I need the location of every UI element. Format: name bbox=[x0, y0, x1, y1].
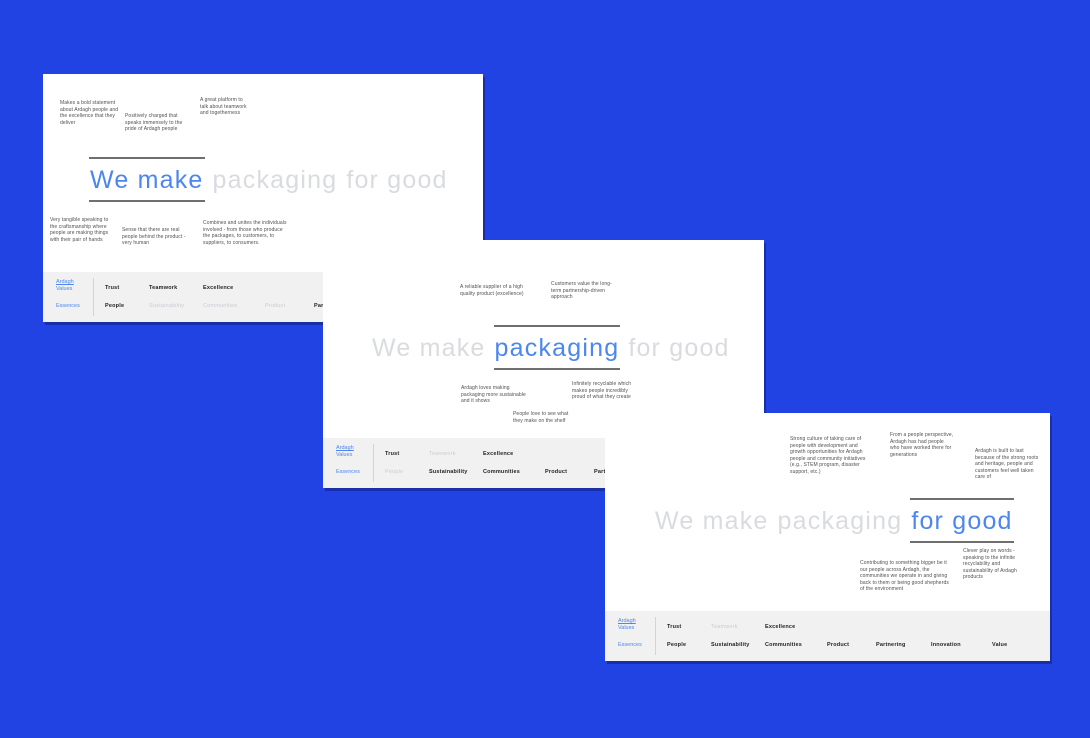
value-sustainability: Sustainability bbox=[149, 303, 185, 309]
value-communities: Communities bbox=[483, 469, 521, 475]
value-people: People bbox=[667, 642, 687, 648]
footer-divider bbox=[93, 278, 94, 316]
value-teamwork: Teamwork bbox=[711, 624, 738, 630]
footer-links: Ardagh Values Essences bbox=[56, 272, 93, 322]
footer-divider bbox=[373, 444, 374, 482]
value-communities: Communities bbox=[203, 303, 238, 309]
footer-links: Ardagh Values Essences bbox=[618, 611, 655, 661]
slide-heading: We make packaging for good bbox=[655, 498, 1015, 543]
annotation-note: Clever play on words - speaking to the i… bbox=[963, 548, 1017, 581]
annotation-note: Makes a bold statement about Ardagh peop… bbox=[60, 100, 119, 126]
annotation-note: From a people perspective, Ardagh has ha… bbox=[890, 432, 954, 458]
annotation-note: Infinitely recyclable which makes people… bbox=[572, 381, 632, 401]
slide-heading: We make packaging for good bbox=[372, 325, 730, 370]
value-sustainability: Sustainability bbox=[711, 642, 750, 648]
annotation-note: Strong culture of taking care of people … bbox=[790, 436, 866, 475]
ardagh-values-link[interactable]: Ardagh Values bbox=[618, 618, 636, 632]
value-trust: Trust bbox=[667, 624, 682, 630]
essences-link[interactable]: Essences bbox=[336, 468, 360, 475]
value-excellence: Excellence bbox=[203, 285, 234, 291]
value-sustainability: Sustainability bbox=[429, 469, 468, 475]
heading-dim-text: packaging bbox=[777, 507, 903, 535]
values-grid: Trust Teamwork Excellence People Sustain… bbox=[667, 611, 1050, 661]
value-excellence: Excellence bbox=[483, 451, 514, 457]
heading-highlight: We make bbox=[89, 157, 205, 202]
value-trust: Trust bbox=[105, 285, 120, 291]
value-trust: Trust bbox=[385, 451, 400, 457]
value-partnering: Partnering bbox=[876, 642, 906, 648]
heading-dim-text: We make bbox=[372, 334, 486, 362]
essences-link[interactable]: Essences bbox=[618, 641, 642, 648]
annotation-note: People love to see what they make on the… bbox=[513, 411, 569, 424]
annotation-note: Customers value the long-term partnershi… bbox=[551, 281, 612, 301]
heading-highlight: for good bbox=[910, 498, 1015, 543]
value-product: Product bbox=[265, 303, 286, 309]
annotation-note: Combines and unites the individuals invo… bbox=[203, 220, 287, 246]
annotation-note: Ardagh is built to last because of the s… bbox=[975, 448, 1039, 481]
annotation-note: A reliable supplier of a high quality pr… bbox=[460, 284, 524, 297]
slide-card-for-good: Strong culture of taking care of people … bbox=[605, 413, 1050, 661]
values-footer: Ardagh Values Essences Trust Teamwork Exc… bbox=[605, 611, 1050, 661]
value-people: People bbox=[385, 469, 404, 475]
footer-links: Ardagh Values Essences bbox=[336, 438, 373, 488]
ardagh-values-link[interactable]: Ardagh Values bbox=[336, 445, 354, 459]
heading-dim-text: We make bbox=[655, 507, 769, 535]
heading-dim-text: for good bbox=[628, 334, 730, 362]
annotation-note: Sense that there are real people behind … bbox=[122, 227, 186, 247]
heading-highlight: packaging bbox=[493, 325, 621, 370]
slide-heading: We make packaging for good bbox=[89, 157, 448, 202]
value-excellence: Excellence bbox=[765, 624, 796, 630]
value-value: Value bbox=[992, 642, 1008, 648]
annotation-note: A great platform to talk about teamwork … bbox=[200, 97, 247, 117]
footer-divider bbox=[655, 617, 656, 655]
value-communities: Communities bbox=[765, 642, 803, 648]
annotation-note: Ardagh loves making packaging more susta… bbox=[461, 385, 526, 405]
heading-dim-text: packaging bbox=[212, 166, 338, 194]
heading-dim-text: for good bbox=[346, 166, 448, 194]
annotation-note: Positively charged that speaks immensely… bbox=[125, 113, 183, 133]
value-people: People bbox=[105, 303, 125, 309]
value-product: Product bbox=[545, 469, 568, 475]
value-innovation: Innovation bbox=[931, 642, 961, 648]
annotation-note: Contributing to something bigger be it o… bbox=[860, 560, 949, 593]
value-teamwork: Teamwork bbox=[429, 451, 456, 457]
value-teamwork: Teamwork bbox=[149, 285, 178, 291]
value-product: Product bbox=[827, 642, 850, 648]
essences-link[interactable]: Essences bbox=[56, 302, 80, 309]
ardagh-values-link[interactable]: Ardagh Values bbox=[56, 279, 74, 293]
annotation-note: Very tangible speaking to the craftsmans… bbox=[50, 217, 109, 243]
